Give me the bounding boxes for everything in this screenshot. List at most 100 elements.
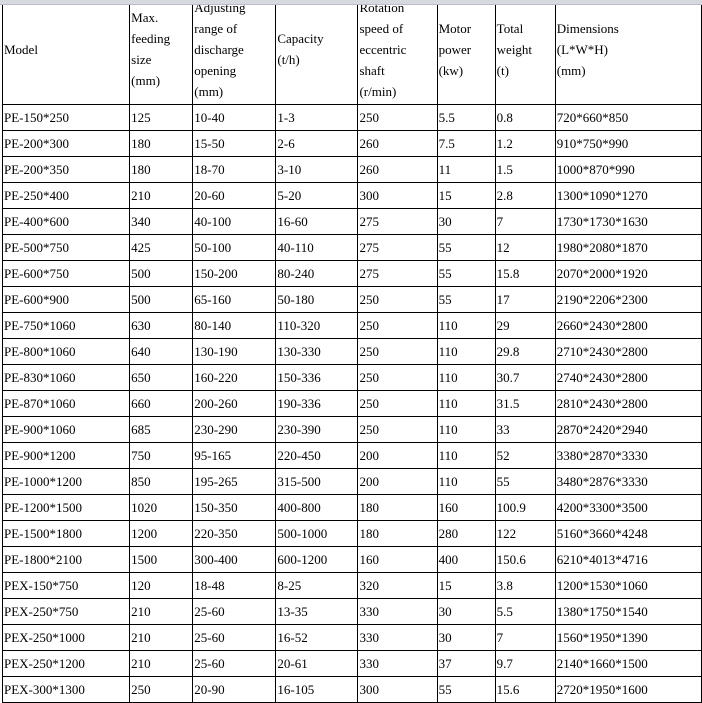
cell-discharge-range: 230-290	[192, 416, 277, 443]
cell-discharge-range: 50-100	[192, 234, 277, 261]
header-line: (L*W*H)	[556, 41, 608, 57]
cell-total-weight: 100.9	[494, 494, 556, 521]
cell-max-feeding-size: 500	[129, 286, 194, 313]
cell-model: PEX-250*1000	[1, 624, 131, 651]
cell-capacity: 130-330	[275, 338, 359, 365]
cell-dimensions: 1730*1730*1630	[554, 208, 702, 235]
cell-model: PE-830*1060	[1, 364, 131, 391]
cell-total-weight: 15.6	[494, 676, 556, 703]
cell-total-weight: 31.5	[494, 390, 556, 417]
cell-discharge-range: 150-200	[192, 260, 277, 287]
cell-dimensions: 2660*2430*2800	[554, 312, 702, 339]
cell-rotation-speed: 260	[357, 156, 438, 183]
header-line: Total	[496, 20, 524, 36]
cell-total-weight: 29.8	[494, 338, 556, 365]
cell-dimensions: 720*660*850	[554, 104, 702, 131]
cell-dimensions: 2740*2430*2800	[554, 364, 702, 391]
cell-model: PEX-150*750	[1, 572, 131, 599]
cell-capacity: 80-240	[275, 260, 359, 287]
cell-dimensions: 6210*4013*4716	[554, 546, 702, 573]
table-row: PE-830*1060 650 160-220 150-336 250 110 30.7 27…	[1, 364, 702, 391]
cell-motor-power: 400	[436, 546, 496, 573]
cell-model: PE-400*600	[1, 208, 131, 235]
cell-model: PE-1800*2100	[1, 546, 131, 573]
header-dimensions: Dimensions (L*W*H) (mm)	[554, 0, 702, 105]
cell-discharge-range: 220-350	[192, 520, 277, 547]
cell-max-feeding-size: 630	[129, 312, 194, 339]
cell-motor-power: 110	[436, 442, 496, 469]
table-row: PE-250*400 210 20-60 5-20 300 15 2.8 1300*1090*…	[1, 182, 702, 209]
cell-dimensions: 1380*1750*1540	[554, 598, 702, 625]
cell-total-weight: 1.2	[494, 130, 556, 157]
table-row: PE-150*250 125 10-40 1-3 250 5.5 0.8 720*660*85…	[1, 104, 702, 131]
cell-dimensions: 2810*2430*2800	[554, 390, 702, 417]
cell-capacity: 5-20	[275, 182, 359, 209]
cell-total-weight: 15.8	[494, 260, 556, 287]
table-row: PE-200*350 180 18-70 3-10 260 11 1.5 1000*870*9…	[1, 156, 702, 183]
cell-model: PE-200*350	[1, 156, 131, 183]
header-line: Capacity	[277, 31, 324, 46]
cell-motor-power: 110	[436, 338, 496, 365]
cell-model: PEX-250*1200	[1, 650, 131, 677]
table-row: PE-1800*2100 1500 300-400 600-1200 160 400 150…	[1, 546, 702, 573]
cell-capacity: 110-320	[275, 312, 359, 339]
header-line: size	[131, 52, 152, 67]
cell-rotation-speed: 300	[357, 182, 438, 209]
cell-discharge-range: 25-60	[192, 650, 277, 677]
cell-discharge-range: 20-90	[192, 676, 277, 703]
header-line: Max.	[131, 10, 159, 25]
header-model: Model	[1, 0, 131, 105]
cell-discharge-range: 95-165	[192, 442, 277, 469]
cell-dimensions: 1300*1090*1270	[554, 182, 702, 209]
cell-rotation-speed: 250	[357, 364, 438, 391]
cell-discharge-range: 18-70	[192, 156, 277, 183]
cell-max-feeding-size: 180	[129, 156, 194, 183]
header-line: range of	[194, 20, 238, 36]
cell-total-weight: 12	[494, 234, 556, 261]
cell-max-feeding-size: 500	[129, 260, 194, 287]
cell-capacity: 500-1000	[275, 520, 359, 547]
cell-model: PE-1200*1500	[1, 494, 131, 521]
cell-model: PE-900*1200	[1, 442, 131, 469]
cell-max-feeding-size: 210	[129, 598, 194, 625]
header-rotation-speed: Rotation speed of eccentric shaft (r/min)	[357, 0, 438, 105]
cell-max-feeding-size: 685	[129, 416, 194, 443]
cell-motor-power: 11	[436, 156, 496, 183]
cell-discharge-range: 150-350	[192, 494, 277, 521]
cell-motor-power: 110	[436, 468, 496, 495]
cell-discharge-range: 80-140	[192, 312, 277, 339]
cell-max-feeding-size: 210	[129, 650, 194, 677]
cell-motor-power: 55	[436, 286, 496, 313]
header-capacity: Capacity (t/h)	[275, 0, 359, 105]
cell-max-feeding-size: 650	[129, 364, 194, 391]
cell-model: PE-600*900	[1, 286, 131, 313]
cell-total-weight: 29	[494, 312, 556, 339]
cell-motor-power: 7.5	[436, 130, 496, 157]
table-row: PE-600*900 500 65-160 50-180 250 55 17 2190*220…	[1, 286, 702, 313]
cell-discharge-range: 160-220	[192, 364, 277, 391]
table-row: PE-750*1060 630 80-140 110-320 250 110 29 2660*…	[1, 312, 702, 339]
cell-model: PE-800*1060	[1, 338, 131, 365]
cell-rotation-speed: 250	[357, 416, 438, 443]
cell-capacity: 400-800	[275, 494, 359, 521]
cell-model: PE-750*1060	[1, 312, 131, 339]
window-top-edge	[0, 0, 702, 5]
cell-discharge-range: 10-40	[192, 104, 277, 131]
cell-model: PEX-300*1300	[1, 676, 131, 703]
cell-motor-power: 280	[436, 520, 496, 547]
cell-model: PE-150*250	[1, 104, 131, 131]
cell-capacity: 190-336	[275, 390, 359, 417]
cell-rotation-speed: 180	[357, 494, 438, 521]
cell-dimensions: 1560*1950*1390	[554, 624, 702, 651]
cell-motor-power: 110	[436, 312, 496, 339]
table-body: PE-150*250 125 10-40 1-3 250 5.5 0.8 720*660*85…	[1, 104, 702, 703]
cell-model: PE-250*400	[1, 182, 131, 209]
cell-rotation-speed: 275	[357, 208, 438, 235]
cell-total-weight: 7	[494, 208, 556, 235]
cell-max-feeding-size: 180	[129, 130, 194, 157]
cell-dimensions: 2870*2420*2940	[554, 416, 702, 443]
cell-capacity: 600-1200	[275, 546, 359, 573]
cell-total-weight: 52	[494, 442, 556, 469]
table-row: PE-1000*1200 850 195-265 315-500 200 110 55 348…	[1, 468, 702, 495]
cell-rotation-speed: 250	[357, 338, 438, 365]
